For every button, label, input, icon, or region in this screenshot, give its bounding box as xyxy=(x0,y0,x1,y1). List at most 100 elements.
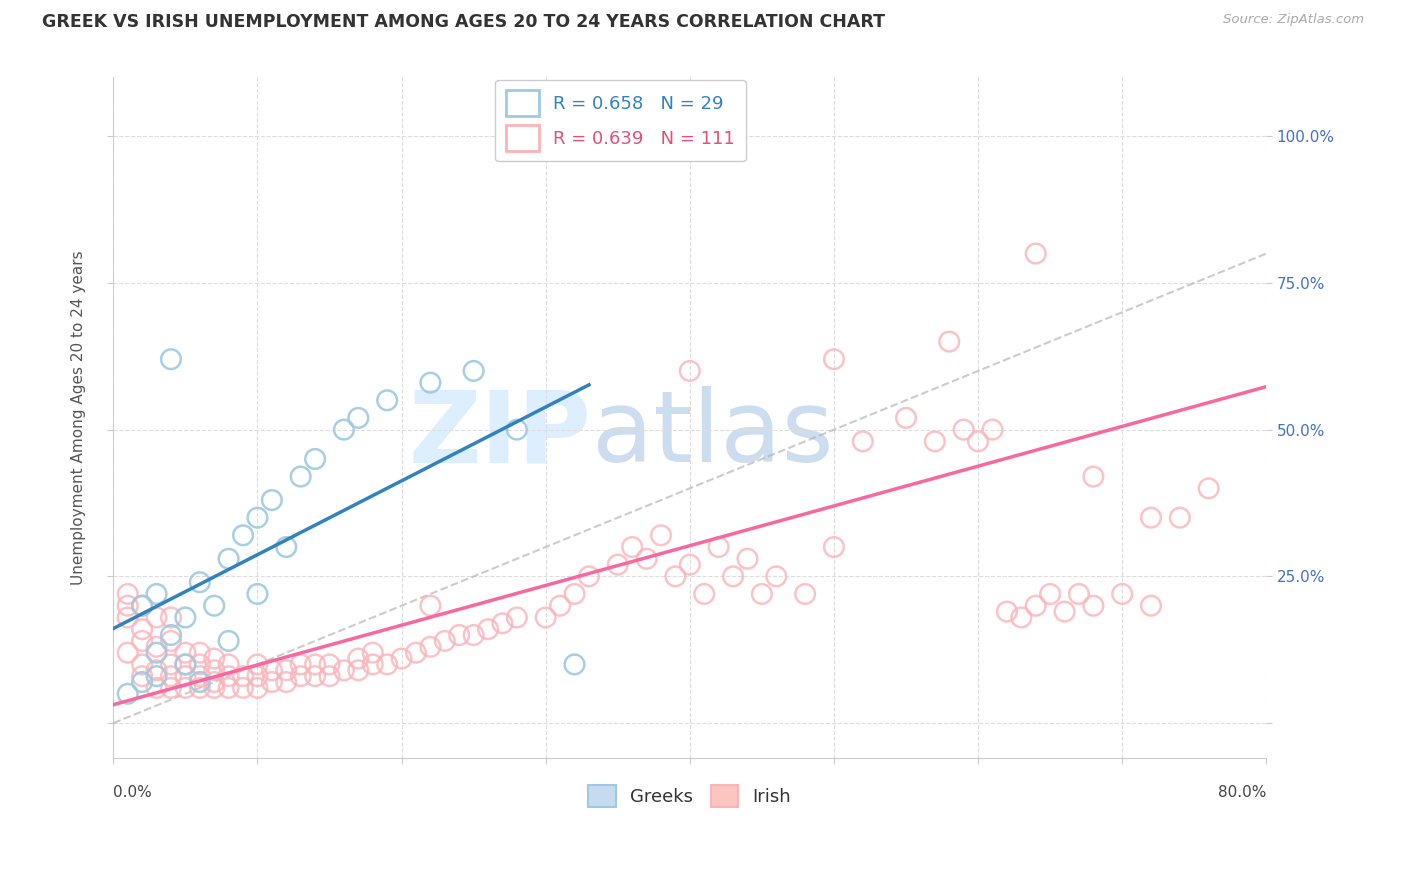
Point xyxy=(246,510,269,524)
Point xyxy=(145,646,167,660)
Point xyxy=(636,551,658,566)
Point xyxy=(131,669,153,683)
Point xyxy=(145,610,167,624)
Point xyxy=(564,657,586,672)
Point xyxy=(1025,599,1047,613)
Point xyxy=(333,663,356,677)
Point xyxy=(174,681,197,695)
Point xyxy=(347,651,370,665)
Point xyxy=(894,410,917,425)
Point xyxy=(564,587,586,601)
Point xyxy=(276,663,298,677)
Point xyxy=(131,599,153,613)
Point xyxy=(449,628,471,642)
Point xyxy=(246,669,269,683)
Point xyxy=(218,634,240,648)
Point xyxy=(202,599,225,613)
Point xyxy=(160,628,183,642)
Point xyxy=(188,646,211,660)
Legend: Greeks, Irish: Greeks, Irish xyxy=(581,778,799,814)
Point xyxy=(333,423,356,437)
Point xyxy=(260,493,283,508)
Point xyxy=(188,657,211,672)
Point xyxy=(477,622,499,636)
Point xyxy=(967,434,990,449)
Point xyxy=(1025,246,1047,260)
Point xyxy=(232,528,254,542)
Point xyxy=(160,669,183,683)
Point xyxy=(145,663,167,677)
Point xyxy=(952,423,974,437)
Point xyxy=(218,669,240,683)
Point xyxy=(375,393,398,408)
Point xyxy=(202,663,225,677)
Point xyxy=(160,681,183,695)
Point xyxy=(391,651,413,665)
Point xyxy=(290,657,312,672)
Point xyxy=(218,657,240,672)
Point xyxy=(1010,610,1032,624)
Point xyxy=(751,587,773,601)
Point xyxy=(419,599,441,613)
Point xyxy=(276,540,298,554)
Point xyxy=(174,610,197,624)
Point xyxy=(1168,510,1191,524)
Point xyxy=(174,646,197,660)
Point xyxy=(290,469,312,483)
Point xyxy=(188,681,211,695)
Point xyxy=(794,587,817,601)
Point xyxy=(188,669,211,683)
Point xyxy=(202,651,225,665)
Point xyxy=(174,657,197,672)
Point xyxy=(145,640,167,654)
Text: Source: ZipAtlas.com: Source: ZipAtlas.com xyxy=(1223,13,1364,27)
Point xyxy=(924,434,946,449)
Text: 80.0%: 80.0% xyxy=(1218,785,1267,800)
Point xyxy=(260,663,283,677)
Point xyxy=(318,657,340,672)
Point xyxy=(145,681,167,695)
Point xyxy=(1083,469,1105,483)
Point xyxy=(202,675,225,690)
Point xyxy=(131,622,153,636)
Point xyxy=(160,352,183,367)
Point xyxy=(664,569,686,583)
Point xyxy=(1111,587,1133,601)
Point xyxy=(361,657,384,672)
Text: ZIP: ZIP xyxy=(409,386,592,483)
Point xyxy=(304,452,326,467)
Point xyxy=(1140,599,1163,613)
Point xyxy=(463,364,485,378)
Point xyxy=(304,657,326,672)
Point xyxy=(318,669,340,683)
Point xyxy=(721,569,744,583)
Point xyxy=(1083,599,1105,613)
Point xyxy=(160,634,183,648)
Point xyxy=(304,669,326,683)
Point xyxy=(145,669,167,683)
Point xyxy=(347,410,370,425)
Point xyxy=(145,587,167,601)
Point xyxy=(852,434,875,449)
Point xyxy=(419,640,441,654)
Point xyxy=(246,657,269,672)
Point xyxy=(823,540,845,554)
Point xyxy=(174,657,197,672)
Point xyxy=(160,610,183,624)
Point xyxy=(995,605,1018,619)
Point xyxy=(679,364,702,378)
Point xyxy=(707,540,730,554)
Point xyxy=(375,657,398,672)
Point xyxy=(679,558,702,572)
Point xyxy=(491,616,513,631)
Point xyxy=(548,599,571,613)
Point xyxy=(1140,510,1163,524)
Point xyxy=(246,681,269,695)
Point xyxy=(1053,605,1076,619)
Point xyxy=(117,599,139,613)
Point xyxy=(534,610,557,624)
Text: 0.0%: 0.0% xyxy=(114,785,152,800)
Point xyxy=(1067,587,1090,601)
Text: GREEK VS IRISH UNEMPLOYMENT AMONG AGES 20 TO 24 YEARS CORRELATION CHART: GREEK VS IRISH UNEMPLOYMENT AMONG AGES 2… xyxy=(42,13,886,31)
Point xyxy=(737,551,759,566)
